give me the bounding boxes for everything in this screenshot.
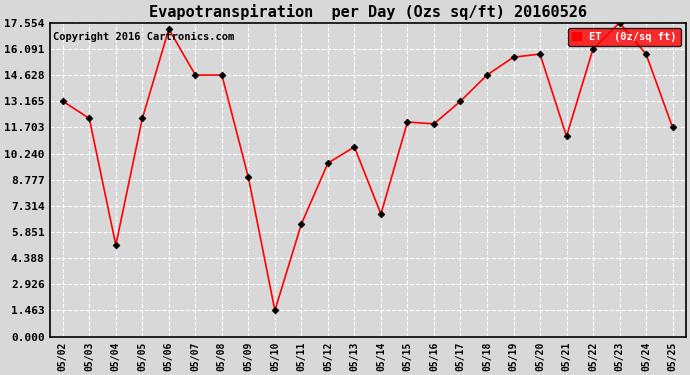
- Text: Copyright 2016 Cartronics.com: Copyright 2016 Cartronics.com: [52, 32, 234, 42]
- Title: Evapotranspiration  per Day (Ozs sq/ft) 20160526: Evapotranspiration per Day (Ozs sq/ft) 2…: [148, 4, 586, 20]
- Legend: ET  (0z/sq ft): ET (0z/sq ft): [568, 28, 680, 46]
